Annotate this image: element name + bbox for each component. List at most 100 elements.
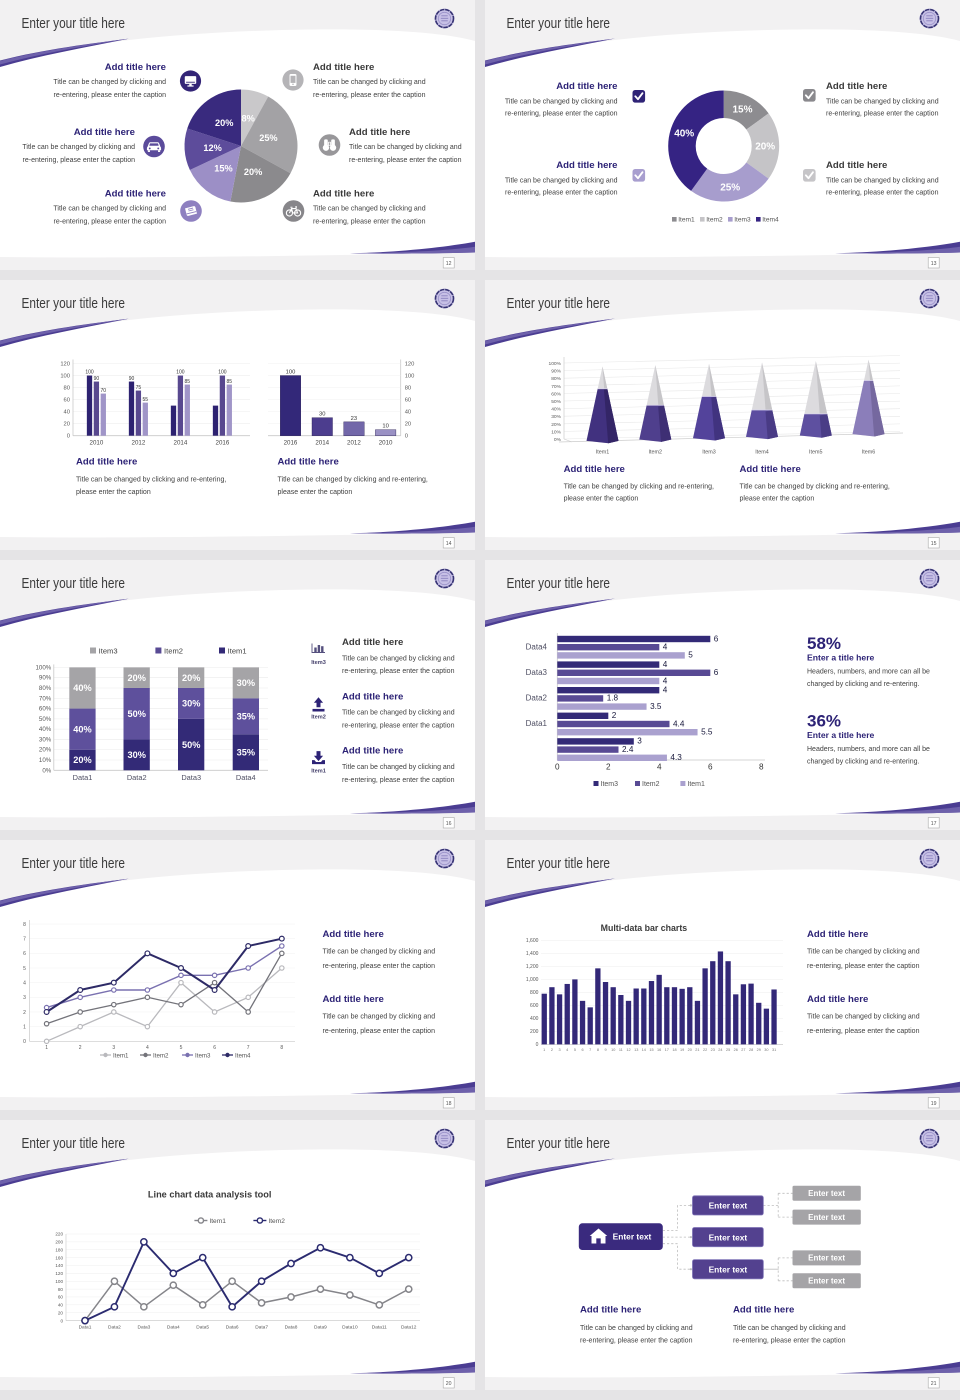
svg-text:100%: 100% (548, 361, 561, 367)
svg-text:0: 0 (23, 1039, 26, 1045)
svg-text:Data1: Data1 (73, 773, 93, 782)
svg-text:Add title here: Add title here (76, 456, 137, 467)
svg-text:Item1: Item1 (596, 450, 609, 456)
svg-text:Item4: Item4 (235, 1052, 251, 1059)
svg-text:Enter your title here: Enter your title here (507, 1136, 611, 1152)
svg-text:Add title here: Add title here (733, 1305, 794, 1316)
svg-text:1: 1 (543, 1048, 545, 1052)
svg-text:30: 30 (764, 1048, 768, 1052)
svg-text:400: 400 (530, 1016, 539, 1022)
svg-text:10: 10 (382, 424, 388, 430)
svg-text:20%: 20% (244, 167, 262, 177)
svg-text:2016: 2016 (216, 440, 230, 447)
svg-text:Title can be changed by clicki: Title can be changed by clicking and (53, 206, 166, 213)
svg-text:120: 120 (60, 362, 70, 368)
svg-text:16: 16 (657, 1048, 661, 1052)
svg-text:Add title here: Add title here (342, 746, 403, 757)
svg-text:3: 3 (559, 1048, 561, 1052)
svg-text:Data6: Data6 (226, 1325, 239, 1331)
svg-text:re-entering, please enter the: re-entering, please enter the caption (342, 723, 455, 730)
svg-text:4: 4 (663, 686, 668, 695)
svg-text:Enter your title here: Enter your title here (22, 16, 126, 32)
svg-text:10%: 10% (39, 757, 52, 764)
svg-text:Data4: Data4 (167, 1325, 180, 1331)
svg-text:Item2: Item2 (164, 646, 183, 655)
svg-text:50%: 50% (551, 399, 561, 405)
svg-text:Data3: Data3 (526, 668, 548, 677)
svg-text:changed by clicking and re-ent: changed by clicking and re-entering. (807, 681, 920, 688)
svg-text:Data8: Data8 (285, 1325, 298, 1331)
svg-text:Data7: Data7 (255, 1325, 268, 1331)
svg-text:Item2: Item2 (311, 714, 326, 720)
svg-text:100: 100 (60, 374, 70, 380)
svg-text:Item2: Item2 (268, 1218, 285, 1225)
svg-text:Item4: Item4 (762, 217, 779, 224)
svg-text:Item3: Item3 (195, 1052, 211, 1059)
svg-text:Data4: Data4 (236, 773, 256, 782)
svg-text:20%: 20% (73, 755, 91, 765)
svg-text:5: 5 (574, 1048, 576, 1052)
svg-text:Add title here: Add title here (826, 160, 887, 171)
svg-text:2010: 2010 (379, 440, 393, 447)
svg-text:Title can be changed by clicki: Title can be changed by clicking and (342, 655, 455, 662)
svg-text:8: 8 (597, 1048, 599, 1052)
svg-text:Add title here: Add title here (580, 1305, 641, 1316)
svg-text:Title can be changed by clicki: Title can be changed by clicking and (53, 79, 166, 86)
svg-text:12: 12 (626, 1048, 630, 1052)
svg-text:Title can be changed by clicki: Title can be changed by clicking and (826, 177, 939, 184)
svg-text:10: 10 (611, 1048, 615, 1052)
svg-text:160: 160 (55, 1255, 63, 1260)
svg-text:Add title here: Add title here (740, 464, 801, 475)
svg-text:Title can be changed by clicki: Title can be changed by clicking and (349, 144, 462, 151)
svg-text:Item4: Item4 (755, 450, 768, 456)
svg-text:30%: 30% (237, 678, 255, 688)
svg-text:Item2: Item2 (642, 781, 660, 788)
svg-text:Title can be changed by clicki: Title can be changed by clicking and (22, 144, 135, 151)
svg-text:Headers, numbers, and more can: Headers, numbers, and more can all be (807, 746, 930, 753)
svg-text:6: 6 (23, 951, 26, 957)
svg-text:60%: 60% (551, 391, 561, 397)
svg-text:re-entering, please enter the: re-entering, please enter the caption (323, 963, 436, 970)
svg-text:30%: 30% (182, 699, 200, 709)
svg-text:Add title here: Add title here (349, 127, 410, 138)
svg-text:re-entering, please enter the: re-entering, please enter the caption (313, 92, 426, 99)
svg-text:20%: 20% (755, 142, 775, 153)
svg-text:re-entering, please enter the: re-entering, please enter the caption (323, 1028, 436, 1035)
svg-text:0: 0 (60, 1318, 63, 1323)
svg-text:Add title here: Add title here (74, 127, 135, 138)
svg-text:Title can be changed by clicki: Title can be changed by clicking and (580, 1325, 693, 1332)
svg-text:21: 21 (931, 1381, 937, 1387)
svg-text:4.4: 4.4 (673, 719, 685, 728)
svg-text:Add title here: Add title here (278, 456, 339, 467)
svg-text:Enter your title here: Enter your title here (507, 16, 611, 32)
svg-text:4.3: 4.3 (670, 753, 682, 762)
svg-text:90%: 90% (39, 675, 52, 682)
svg-text:19: 19 (680, 1048, 684, 1052)
svg-text:Enter a title here: Enter a title here (807, 730, 875, 740)
svg-text:30%: 30% (39, 736, 52, 743)
svg-text:4: 4 (146, 1045, 149, 1051)
svg-text:180: 180 (55, 1248, 63, 1253)
svg-text:Item1: Item1 (678, 217, 695, 224)
svg-text:Add title here: Add title here (105, 62, 166, 73)
svg-text:re-entering, please enter the: re-entering, please enter the caption (54, 92, 167, 99)
svg-text:25%: 25% (259, 133, 277, 143)
svg-text:Title can be changed by clicki: Title can be changed by clicking and re-… (278, 477, 428, 484)
svg-text:70%: 70% (551, 384, 561, 390)
svg-text:2012: 2012 (347, 440, 361, 447)
svg-text:2010: 2010 (90, 440, 104, 447)
svg-text:6: 6 (213, 1045, 216, 1051)
svg-text:100: 100 (55, 1279, 63, 1284)
svg-text:20: 20 (446, 1381, 452, 1387)
svg-text:Add title here: Add title here (564, 464, 625, 475)
svg-text:15: 15 (649, 1048, 653, 1052)
svg-text:12%: 12% (203, 143, 221, 153)
svg-text:Enter your title here: Enter your title here (22, 856, 126, 872)
svg-text:Enter your title here: Enter your title here (22, 576, 126, 592)
svg-text:35%: 35% (237, 712, 255, 722)
svg-text:40%: 40% (39, 726, 52, 733)
svg-text:3: 3 (112, 1045, 115, 1051)
svg-text:60%: 60% (39, 706, 52, 713)
svg-text:36%: 36% (807, 712, 841, 731)
svg-text:60: 60 (64, 398, 70, 404)
